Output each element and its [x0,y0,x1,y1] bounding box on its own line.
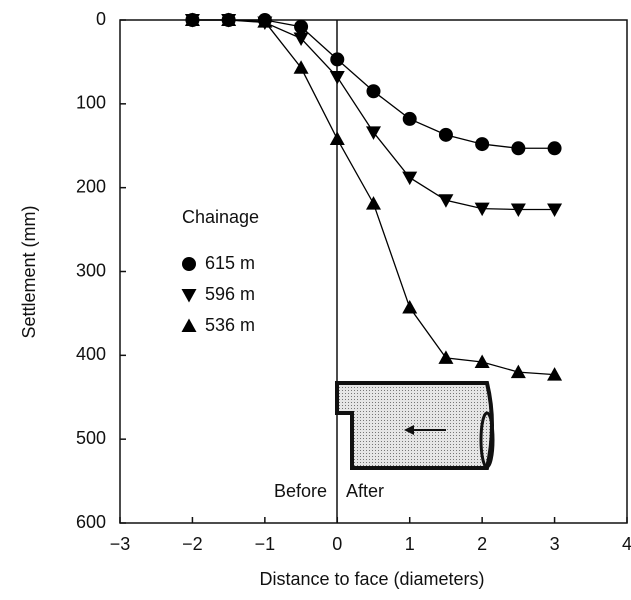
marker [438,350,454,364]
x-tick-label: −3 [110,534,131,554]
y-tick-label: 400 [76,344,106,364]
marker [438,127,453,142]
marker [402,171,418,186]
y-tick-label: 600 [76,512,106,532]
marker [402,111,417,126]
marker [329,131,345,146]
marker [510,364,526,379]
legend-marker [181,289,197,303]
marker [366,84,381,99]
legend-marker [182,257,196,271]
tunnel-icon [335,381,495,470]
x-tick-label: 4 [622,534,631,554]
marker [547,141,562,156]
marker [330,52,345,67]
marker [547,203,563,217]
x-tick-label: 1 [405,534,415,554]
y-axis-label: Settlement (mm) [19,205,39,338]
x-tick-label: 3 [550,534,560,554]
y-tick-label: 500 [76,428,106,448]
marker [366,126,381,140]
y-tick-label: 200 [76,176,106,196]
y-tick-label: 100 [76,93,106,113]
marker [294,19,309,34]
x-tick-label: −2 [182,534,203,554]
x-tick-label: 2 [477,534,487,554]
marker [402,300,418,314]
marker [438,194,454,208]
annotation: Before [274,481,327,501]
marker [293,32,309,46]
y-tick-label: 0 [96,9,106,29]
marker [257,14,273,28]
legend-title: Chainage [182,207,259,227]
y-tick-label: 300 [76,260,106,280]
legend-marker [181,318,197,332]
marker [221,12,237,26]
x-axis-label: Distance to face (diameters) [259,569,484,589]
series-line [192,19,555,211]
marker [329,71,345,85]
marker [547,367,563,381]
x-tick-label: 0 [332,534,342,554]
marker [510,203,526,217]
legend-label: 615 m [205,253,255,273]
marker [511,141,526,156]
marker [293,60,309,74]
legend-label: 536 m [205,315,255,335]
x-tick-label: −1 [255,534,276,554]
marker [474,202,490,217]
marker [474,354,490,369]
marker [366,196,381,210]
annotation: After [346,481,384,501]
marker [475,137,490,152]
legend-label: 596 m [205,284,255,304]
marker [184,12,200,26]
